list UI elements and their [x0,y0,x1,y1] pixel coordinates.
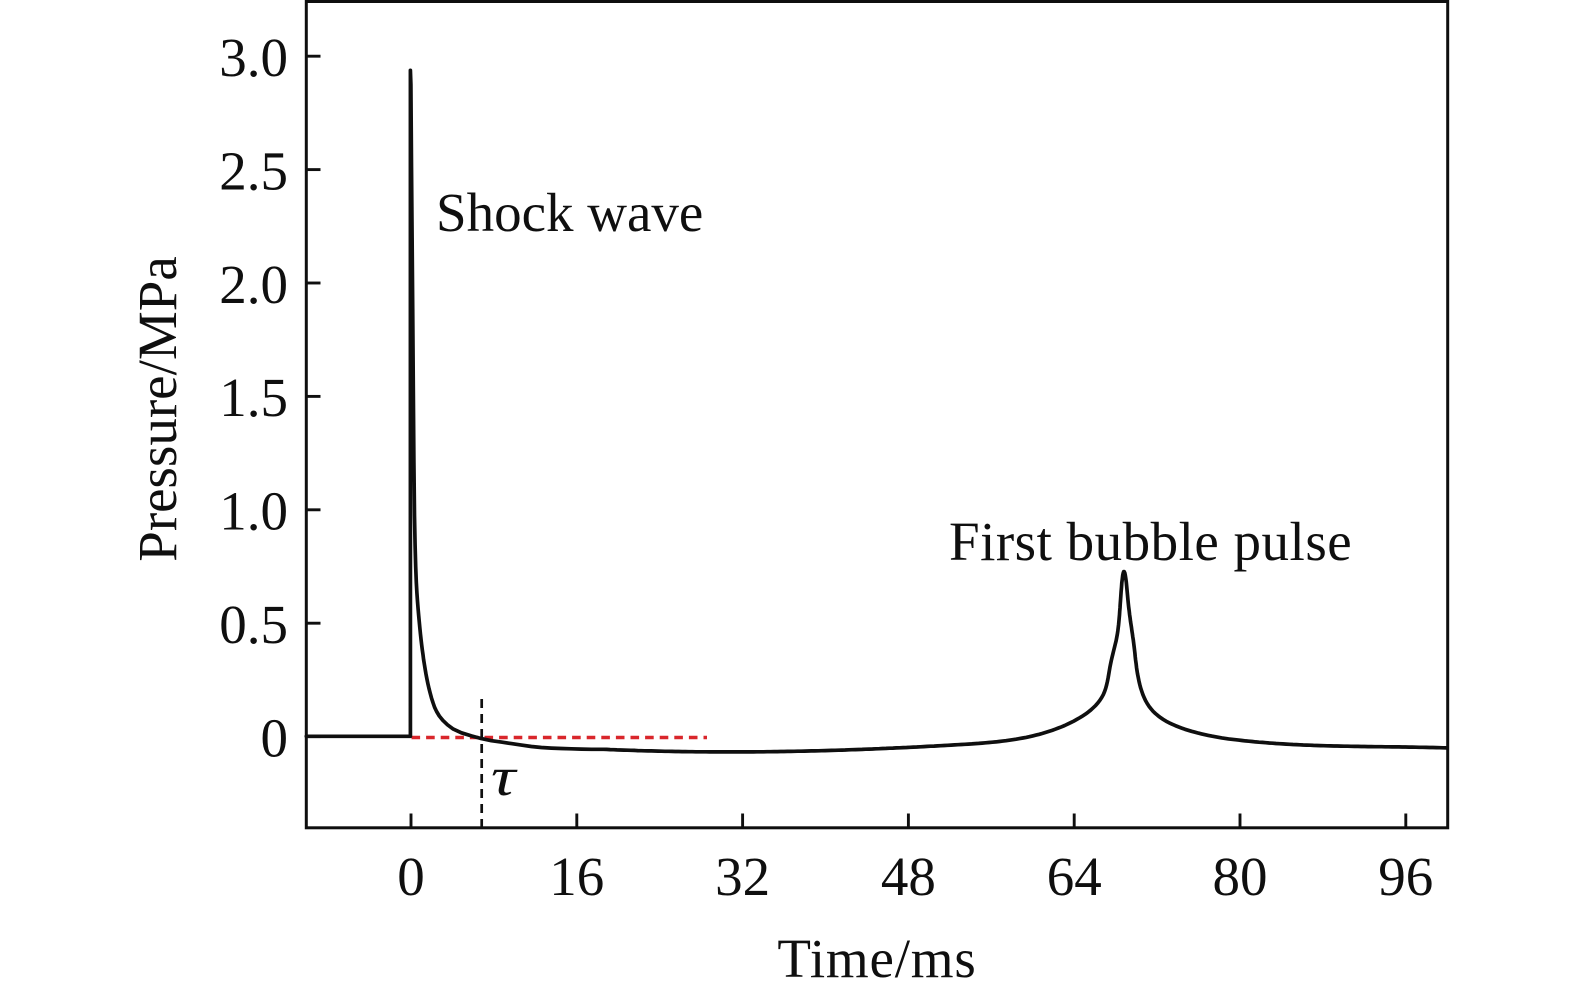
svg-text:1.0: 1.0 [219,481,288,542]
svg-text:64: 64 [1047,846,1102,907]
svg-text:τ: τ [491,746,518,807]
svg-text:96: 96 [1378,846,1433,907]
svg-text:32: 32 [715,846,770,907]
svg-text:2.0: 2.0 [219,254,288,315]
svg-text:0: 0 [397,846,425,907]
svg-text:0.5: 0.5 [219,594,288,655]
svg-text:Time/ms: Time/ms [777,928,976,989]
svg-text:First bubble pulse: First bubble pulse [949,511,1352,572]
svg-text:2.5: 2.5 [219,140,288,201]
svg-text:48: 48 [881,846,936,907]
svg-text:16: 16 [549,846,604,907]
svg-text:Pressure/MPa: Pressure/MPa [127,256,188,562]
svg-text:1.5: 1.5 [219,367,288,428]
svg-text:80: 80 [1213,846,1268,907]
svg-text:3.0: 3.0 [219,27,288,88]
svg-text:0: 0 [261,707,289,768]
svg-text:Shock wave: Shock wave [436,182,703,243]
